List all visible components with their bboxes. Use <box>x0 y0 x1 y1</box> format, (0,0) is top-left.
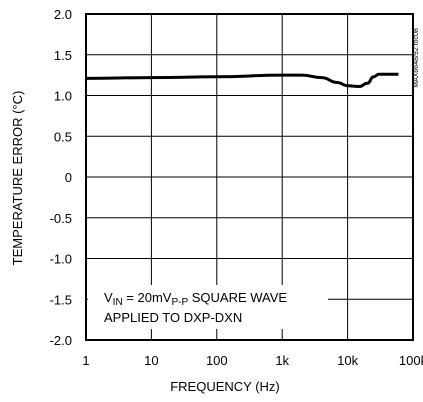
x-tick-label: 10 <box>144 353 158 368</box>
y-tick-label: -0.5 <box>50 211 72 226</box>
x-tick-label: 100 <box>206 353 228 368</box>
plot-frame <box>85 13 414 341</box>
y-tick-label: 1.5 <box>54 48 72 63</box>
y-tick-label: 2.0 <box>54 7 72 22</box>
y-axis-title: TEMPERATURE ERROR (°C) <box>10 91 25 266</box>
annotation: VIN = 20mVP-P SQUARE WAVE APPLIED TO DXP… <box>88 285 328 329</box>
series-line <box>85 72 399 89</box>
y-tick-label: -2.0 <box>50 333 72 348</box>
y-tick-labels: 2.0 1.5 1.0 0.5 0 -0.5 -1.0 -1.5 -2.0 <box>50 7 72 348</box>
x-tick-label: 100k <box>399 353 423 368</box>
y-tick-label: -1.5 <box>50 292 72 307</box>
x-tick-label: 1k <box>275 353 289 368</box>
y-tick-label: 0 <box>65 170 72 185</box>
y-tick-label: 0.5 <box>54 129 72 144</box>
x-axis-title: FREQUENCY (Hz) <box>170 379 280 394</box>
y-tick-label: -1.0 <box>50 252 72 267</box>
y-tick-label: 1.0 <box>54 89 72 104</box>
x-tick-label: 10k <box>337 353 358 368</box>
x-tick-labels: 1 10 100 1k 10k 100k <box>82 353 423 368</box>
annotation-line-2: APPLIED TO DXP-DXN <box>104 310 242 325</box>
annotation-line-1: VIN = 20mVP-P SQUARE WAVE <box>104 290 287 308</box>
x-tick-label: 1 <box>82 353 89 368</box>
figure-code: MAX6648/92 toc08 <box>413 28 420 88</box>
